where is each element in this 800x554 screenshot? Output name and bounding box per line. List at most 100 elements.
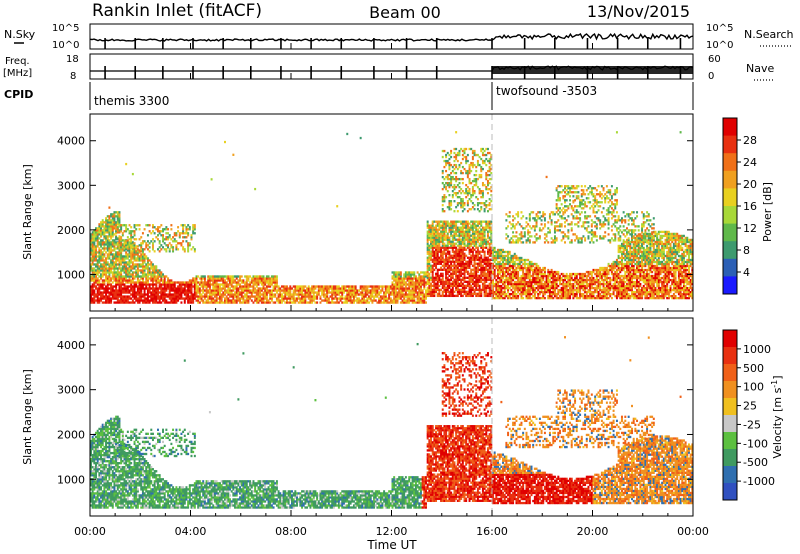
range-cell <box>152 242 154 244</box>
range-cell <box>221 297 223 299</box>
range-cell <box>170 228 172 230</box>
range-cell <box>98 261 100 263</box>
range-cell <box>432 275 434 277</box>
range-cell <box>286 285 288 287</box>
range-cell <box>326 295 328 297</box>
range-cell <box>118 217 120 219</box>
range-cell <box>477 225 479 227</box>
range-cell <box>110 283 112 285</box>
range-cell <box>145 255 147 257</box>
range-cell <box>318 293 320 295</box>
range-cell <box>326 293 328 295</box>
range-cell <box>254 287 256 289</box>
range-cell <box>453 245 455 247</box>
range-cell <box>448 251 450 253</box>
range-cell <box>201 297 203 299</box>
range-cell <box>457 204 459 206</box>
range-cell <box>108 239 110 241</box>
range-cell <box>194 228 196 230</box>
range-cell <box>457 168 459 170</box>
range-cell <box>467 271 469 273</box>
range-cell <box>234 279 236 281</box>
range-cell <box>484 233 486 235</box>
range-cell <box>433 269 435 271</box>
range-cell <box>514 253 516 255</box>
range-cell <box>505 227 507 229</box>
range-cell <box>159 246 161 248</box>
range-cell <box>445 154 447 156</box>
range-cell <box>258 301 260 303</box>
range-cell <box>237 295 239 297</box>
range-cell <box>500 295 502 297</box>
range-cell <box>202 287 204 289</box>
range-cell <box>256 285 258 287</box>
range-cell <box>137 271 139 273</box>
range-cell <box>269 301 271 303</box>
range-cell <box>470 245 472 247</box>
range-cell <box>482 249 484 251</box>
range-cell <box>328 289 330 291</box>
range-cell <box>462 172 464 174</box>
range-cell <box>134 255 136 257</box>
range-cell <box>296 299 298 301</box>
range-cell <box>509 215 511 217</box>
range-cell <box>201 293 203 295</box>
range-cell <box>465 287 467 289</box>
range-cell <box>477 271 479 273</box>
range-cell <box>462 229 464 231</box>
range-cell <box>289 289 291 291</box>
range-cell <box>440 289 442 291</box>
range-cell <box>165 275 167 277</box>
range-cell <box>107 289 109 291</box>
range-cell <box>472 156 474 158</box>
range-cell <box>103 281 105 283</box>
range-cell <box>519 223 521 225</box>
range-cell <box>304 297 306 299</box>
range-cell <box>175 234 177 236</box>
range-cell <box>142 263 144 265</box>
range-cell <box>479 188 481 190</box>
range-cell <box>276 277 278 279</box>
range-cell <box>237 289 239 291</box>
range-cell <box>448 162 450 164</box>
range-cell <box>408 287 410 289</box>
range-cell <box>455 194 457 196</box>
range-cell <box>504 265 506 267</box>
range-cell <box>127 257 129 259</box>
range-cell <box>182 228 184 230</box>
range-cell <box>132 299 134 301</box>
range-cell <box>177 226 179 228</box>
range-cell <box>459 154 461 156</box>
range-cell <box>274 301 276 303</box>
range-cell <box>442 293 444 295</box>
range-cell <box>460 281 462 283</box>
range-cell <box>428 275 430 277</box>
range-cell <box>261 289 263 291</box>
range-cell <box>105 251 107 253</box>
range-cell <box>127 287 129 289</box>
range-cell <box>495 279 497 281</box>
range-cell <box>147 240 149 242</box>
range-cell <box>494 247 496 249</box>
range-cell <box>105 217 107 219</box>
range-cell <box>469 223 471 225</box>
range-cell <box>189 242 191 244</box>
range-cell <box>169 234 171 236</box>
range-cell <box>402 291 404 293</box>
range-cell <box>147 261 149 263</box>
range-cell <box>341 295 343 297</box>
range-cell <box>490 221 492 223</box>
range-cell <box>430 287 432 289</box>
range-cell <box>475 174 477 176</box>
range-cell <box>517 275 519 277</box>
range-cell <box>455 148 457 150</box>
range-cell <box>499 261 501 263</box>
range-cell <box>97 295 99 297</box>
range-cell <box>452 170 454 172</box>
range-cell <box>108 295 110 297</box>
range-cell <box>366 287 368 289</box>
range-cell <box>93 283 95 285</box>
range-cell <box>100 245 102 247</box>
range-cell <box>469 267 471 269</box>
range-cell <box>159 250 161 252</box>
